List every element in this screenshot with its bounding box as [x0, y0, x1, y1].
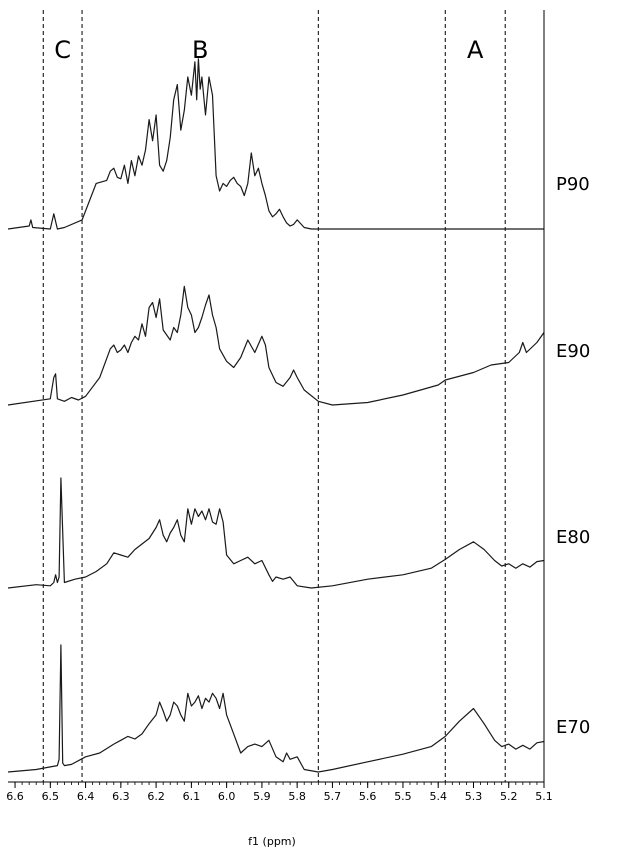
x-tick-label: 5.2: [500, 790, 518, 803]
spectrum-label-e80: E80: [556, 527, 590, 548]
x-axis-label: f1 (ppm): [248, 835, 296, 848]
x-tick-label: 5.9: [253, 790, 271, 803]
spectrum-label-e90: E90: [556, 341, 590, 362]
region-label-a: A: [467, 36, 484, 64]
x-tick-label: 5.1: [535, 790, 553, 803]
x-tick-label: 6.1: [183, 790, 201, 803]
x-tick-label: 6.3: [112, 790, 130, 803]
spectrum-line-p90: [7, 58, 544, 230]
x-tick-label: 6.0: [218, 790, 236, 803]
spectra: P90 E90 E80 E70: [7, 58, 590, 773]
x-tick-label: 6.5: [42, 790, 60, 803]
spectrum-line-e70: [7, 644, 545, 773]
x-tick-label: 5.4: [429, 790, 447, 803]
spectrum-line-e80: [7, 477, 545, 589]
x-tick-label: 5.7: [324, 790, 342, 803]
x-tick-label: 6.4: [77, 790, 95, 803]
x-tick-label: 6.2: [147, 790, 165, 803]
region-boundaries: [42, 10, 506, 782]
x-tick-label: 6.6: [6, 790, 24, 803]
x-tick-label: 5.5: [394, 790, 412, 803]
spectrum-line-e90: [7, 285, 545, 406]
region-label-b: B: [192, 36, 208, 64]
spectrum-label-e70: E70: [556, 717, 590, 738]
spectrum-label-p90: P90: [556, 174, 590, 195]
x-axis: 6.6 6.5 6.4 6.3 6.2 6.1 6.0 5.9 5.8 5.7 5.6 5.5 5.4 5…: [6, 10, 553, 803]
x-tick-label: 5.3: [465, 790, 483, 803]
x-tick-label: 5.8: [288, 790, 306, 803]
x-tick-label: 5.6: [359, 790, 377, 803]
region-label-c: C: [54, 36, 71, 64]
